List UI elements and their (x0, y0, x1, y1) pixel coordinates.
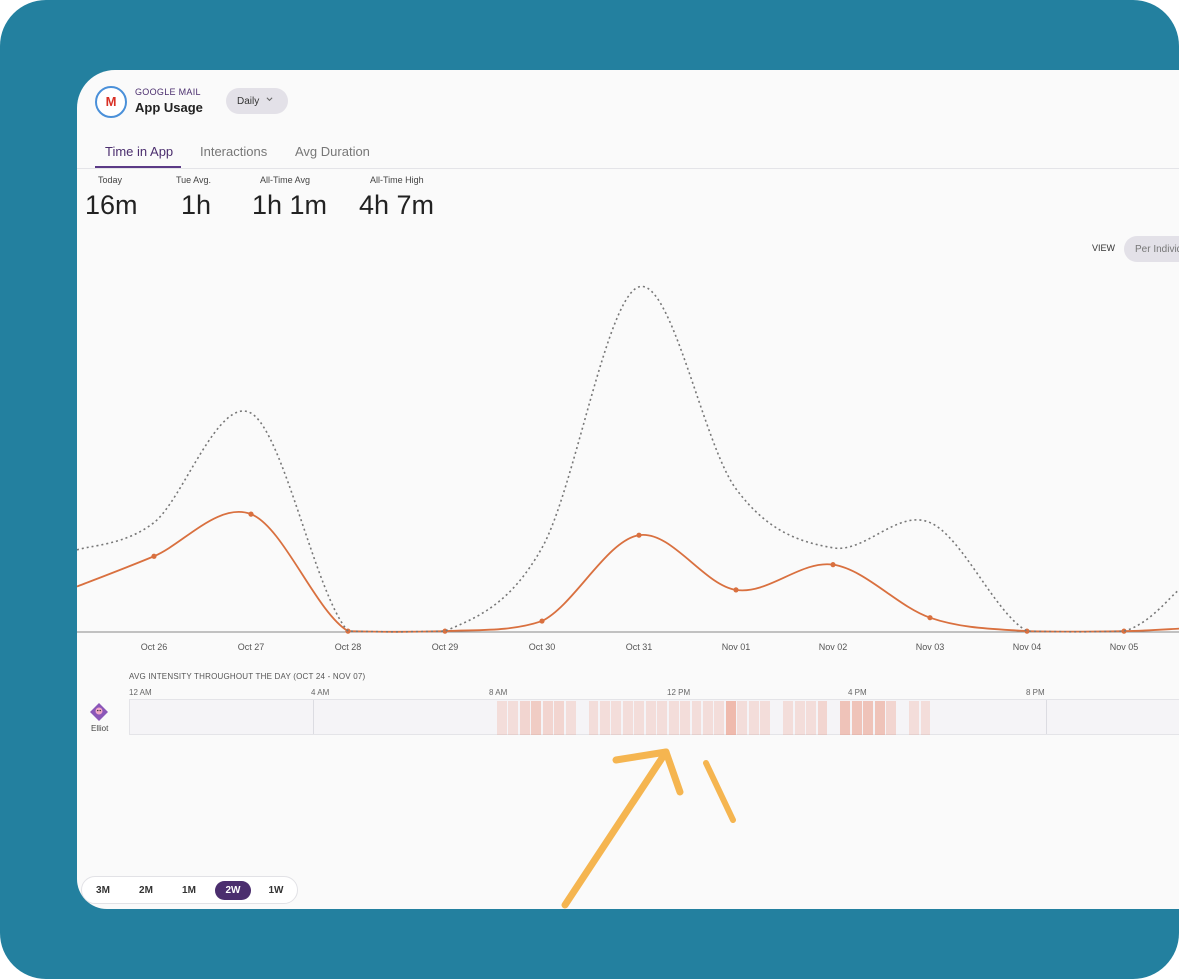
x-tick-label: Nov 02 (819, 642, 848, 652)
range-1w-button[interactable]: 1W (268, 885, 284, 896)
stat-tue-avg-label: Tue Avg. (176, 175, 212, 185)
intensity-cell[interactable] (703, 701, 713, 735)
intensity-cell[interactable] (519, 701, 530, 735)
x-tick-label: Nov 03 (916, 642, 945, 652)
tab-time-in-app[interactable]: Time in App (105, 144, 174, 159)
intensity-cell[interactable] (760, 701, 771, 735)
stat-all-time-avg-value: 1h 1m (252, 190, 328, 220)
tab-interactions[interactable]: Interactions (200, 144, 268, 159)
intensity-cell[interactable] (691, 701, 702, 735)
range-selector: 3M 2M 1M 2W 1W (81, 876, 298, 904)
period-dropdown-label: Daily (237, 96, 260, 107)
app-name: GOOGLE MAIL (135, 87, 201, 97)
stat-today-value: 16m (85, 190, 138, 220)
data-point[interactable] (733, 587, 739, 593)
hour-label-4am: 4 AM (311, 688, 330, 697)
intensity-cell[interactable] (542, 701, 553, 735)
intensity-cell[interactable] (886, 701, 897, 735)
hour-label-12am: 12 AM (129, 688, 152, 697)
intensity-cell[interactable] (806, 701, 816, 735)
range-3m-button[interactable]: 3M (96, 885, 110, 896)
period-dropdown[interactable]: Daily (226, 88, 288, 114)
intensity-cell[interactable] (565, 701, 576, 735)
hour-label-4pm: 4 PM (848, 688, 867, 697)
stat-all-time-high-label: All-Time High (370, 175, 424, 185)
x-tick-label: Nov 05 (1110, 642, 1139, 652)
chevron-down-icon (266, 97, 273, 102)
usage-panel: M GOOGLE MAIL App Usage Daily Time in Ap… (77, 70, 1179, 909)
user-avatar-icon[interactable] (89, 702, 109, 722)
hour-gridline (313, 700, 314, 734)
intensity-cell[interactable] (496, 701, 507, 735)
x-tick-label: Nov 04 (1013, 642, 1042, 652)
intensity-cell[interactable] (508, 701, 519, 735)
intensity-cell[interactable] (840, 701, 851, 735)
intensity-cell[interactable] (909, 701, 920, 735)
intensity-cell[interactable] (725, 701, 736, 735)
intensity-cell[interactable] (588, 701, 599, 735)
intensity-cell[interactable] (783, 701, 794, 735)
active-tab-indicator (95, 166, 181, 168)
stat-tue-avg-value: 1h (181, 190, 212, 220)
time-in-app-chart: Oct 26 Oct 27 Oct 28 Oct 29 Oct 30 Oct 31 Nov … (77, 286, 1179, 652)
intensity-cell[interactable] (531, 701, 542, 735)
x-tick-label: Oct 28 (335, 642, 362, 652)
intensity-cell[interactable] (668, 701, 679, 735)
intensity-cell[interactable] (554, 701, 565, 735)
intensity-cell[interactable] (748, 701, 759, 735)
intensity-cell[interactable] (737, 701, 748, 735)
intensity-cell[interactable] (863, 701, 874, 735)
intensity-cell[interactable] (874, 701, 885, 735)
stat-today-label: Today (98, 175, 123, 185)
range-2w-button[interactable]: 2W (215, 881, 251, 900)
intensity-cell[interactable] (920, 701, 931, 735)
range-2m-button[interactable]: 2M (139, 885, 153, 896)
intensity-cell[interactable] (634, 701, 645, 735)
stat-all-time-avg-label: All-Time Avg (260, 175, 311, 185)
series-line-dotted (77, 286, 1179, 633)
tab-avg-duration[interactable]: Avg Duration (295, 144, 370, 159)
view-toggle[interactable]: Per Individual (1124, 236, 1179, 262)
intensity-cell[interactable] (794, 701, 805, 735)
x-tick-label: Oct 31 (626, 642, 653, 652)
x-tick-label: Oct 29 (432, 642, 459, 652)
page-title: App Usage (135, 100, 203, 115)
hour-label-8pm: 8 PM (1026, 688, 1045, 697)
intensity-title: AVG INTENSITY THROUGHOUT THE DAY (OCT 24… (129, 672, 366, 681)
intensity-cell[interactable] (599, 701, 610, 735)
data-point[interactable] (539, 618, 545, 624)
intensity-cell[interactable] (611, 701, 622, 735)
hour-gridline (1046, 700, 1047, 734)
x-tick-label: Oct 30 (529, 642, 556, 652)
intensity-cell[interactable] (622, 701, 633, 735)
intensity-cell[interactable] (714, 701, 725, 735)
view-toggle-label: Per Individual (1135, 244, 1179, 255)
data-point[interactable] (927, 615, 933, 621)
data-point[interactable] (1121, 628, 1127, 634)
hour-label-8am: 8 AM (489, 688, 508, 697)
data-point[interactable] (636, 532, 642, 538)
intensity-cell[interactable] (645, 701, 656, 735)
x-tick-label: Nov 01 (722, 642, 751, 652)
view-label: VIEW (1092, 243, 1116, 253)
intensity-cell[interactable] (851, 701, 862, 735)
range-1m-button[interactable]: 1M (182, 885, 196, 896)
gmail-logo-icon: M (95, 86, 127, 118)
stat-all-time-high-value: 4h 7m (359, 190, 435, 220)
data-point[interactable] (248, 511, 254, 517)
data-point[interactable] (830, 562, 836, 568)
intensity-strip (129, 699, 1179, 735)
hour-label-12pm: 12 PM (667, 688, 691, 697)
tab-divider (77, 168, 1179, 169)
intensity-cell[interactable] (657, 701, 668, 735)
x-tick-label: Oct 27 (238, 642, 265, 652)
x-tick-label: Oct 26 (141, 642, 168, 652)
user-name: Elliot (91, 724, 109, 733)
intensity-cell[interactable] (817, 701, 828, 735)
data-point[interactable] (151, 553, 157, 559)
intensity-cell[interactable] (680, 701, 691, 735)
